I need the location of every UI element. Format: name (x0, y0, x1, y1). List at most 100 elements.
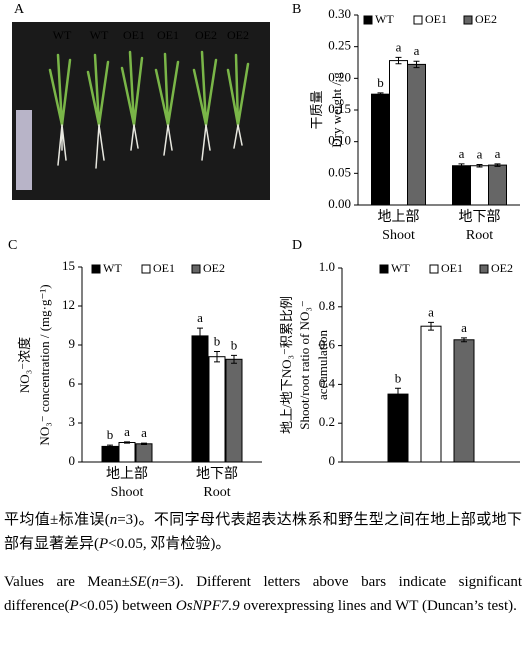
caption-text: ( (146, 574, 152, 590)
x-tick-label: 地下部 (459, 209, 501, 225)
bar (371, 93, 390, 206)
significance-letter: b (107, 427, 114, 442)
caption-text: <0.05, 邓肯检验)。 (108, 536, 231, 552)
lane-label: OE2 (195, 28, 217, 42)
caption-text: =3)。不同字母代表超表达株系和野生型之间在地上部或地下部有显著差异( (4, 512, 522, 552)
significance-letter: a (141, 425, 147, 440)
caption-text: =3). Different letters above bars indica… (4, 574, 522, 614)
legend-label: OE1 (425, 12, 447, 26)
lane-label: OE1 (123, 28, 145, 42)
y-tick-label: 3 (69, 414, 76, 429)
y-axis-label: NO₃⁻ concentration / (mg·g⁻¹) (37, 284, 52, 445)
bar (208, 356, 226, 463)
scale-ruler (16, 110, 32, 190)
legend-swatch (479, 264, 489, 274)
legend-label: OE2 (491, 261, 513, 275)
plants (48, 50, 250, 169)
y-axis-label: accumulation (315, 329, 330, 400)
error-bar (107, 444, 113, 449)
significance-letter: a (459, 146, 465, 161)
bar (387, 393, 409, 463)
caption-text: P (99, 536, 109, 552)
y-axis-label: 地上/地下NO₃⁻积累比例 (279, 296, 294, 434)
legend-swatch (429, 264, 439, 274)
caption-text: Values are Mean± (4, 574, 130, 590)
x-tick-label: 地上部 (378, 209, 420, 225)
y-axis-label: Dry weight / g (329, 72, 344, 148)
panel-label: A (14, 2, 25, 17)
bar (135, 443, 153, 463)
error-bar (476, 163, 483, 168)
bar (101, 445, 119, 463)
error-bar (395, 387, 401, 401)
charts: A WT WT OE1 OE1 OE2 OE2B0.000.050.100.150.200… (8, 2, 520, 500)
caption-text: P (69, 598, 79, 614)
error-bar (413, 60, 420, 69)
significance-letter: b (231, 337, 238, 352)
y-axis-label: Shoot/root ratio of NO₃⁻ (297, 300, 312, 429)
bar (453, 339, 475, 463)
bar (470, 165, 489, 206)
y-tick-label: 0.2 (319, 414, 335, 429)
y-tick-label: 0 (329, 453, 336, 468)
bar (389, 60, 408, 206)
caption-en: Values are Mean±SE(n=3). Different lette… (4, 570, 522, 618)
y-tick-label: 0.15 (328, 101, 351, 116)
error-bar (428, 321, 434, 331)
significance-letter: a (396, 39, 402, 54)
lane-label: OE2 (227, 28, 249, 42)
bar (225, 358, 243, 463)
y-tick-label: 0.10 (328, 133, 351, 148)
y-tick-label: 1.0 (319, 259, 335, 274)
significance-letter: a (124, 424, 130, 439)
significance-letter: a (477, 146, 483, 161)
caption-text: SE (129, 574, 147, 590)
significance-letter: b (214, 333, 221, 348)
y-tick-label: 0.00 (328, 196, 351, 211)
y-tick-label: 0.25 (328, 38, 351, 53)
significance-letter: a (461, 320, 467, 335)
y-tick-label: 0.20 (328, 69, 351, 84)
lane-label: WT (90, 28, 109, 42)
y-tick-label: 12 (62, 297, 75, 312)
bar (118, 442, 136, 463)
significance-letter: a (428, 304, 434, 319)
bar (407, 63, 426, 206)
y-tick-label: 0.05 (328, 164, 351, 179)
significance-letter: b (395, 370, 402, 385)
photo (12, 22, 270, 200)
legend-label: WT (375, 12, 394, 26)
y-tick-label: 0.8 (319, 298, 335, 313)
error-bar (377, 92, 384, 96)
legend-swatch (379, 264, 389, 274)
significance-letter: a (495, 146, 501, 161)
caption-text: 平均值±标准误( (4, 512, 110, 528)
x-tick-label: Shoot (382, 228, 415, 243)
legend-label: OE1 (441, 261, 463, 275)
legend-label: WT (103, 261, 122, 275)
legend-label: OE2 (475, 12, 497, 26)
x-tick-label: Root (203, 485, 230, 500)
bar (191, 335, 209, 463)
significance-letter: b (377, 75, 384, 90)
y-tick-label: 15 (62, 258, 75, 273)
panel-label: C (8, 238, 17, 253)
legend-swatch (463, 15, 473, 25)
bar (420, 325, 442, 463)
legend-swatch (91, 264, 101, 274)
caption-text: overexpressing lines and WT (Duncan’s te… (239, 598, 517, 614)
y-tick-label: 0.4 (319, 375, 336, 390)
error-bar (494, 163, 501, 167)
error-bar (458, 163, 465, 169)
legend-label: WT (391, 261, 410, 275)
y-tick-label: 6 (69, 375, 76, 390)
caption-text: OsNPF7.9 (175, 598, 240, 614)
y-tick-label: 0.6 (319, 337, 336, 352)
y-axis-label: NO₃⁻浓度 (17, 337, 32, 393)
caption-text: <0.05) between (78, 598, 176, 614)
error-bar (395, 56, 402, 65)
caption-text: n (109, 512, 118, 528)
bar (488, 164, 507, 206)
x-tick-label: Root (466, 228, 493, 243)
